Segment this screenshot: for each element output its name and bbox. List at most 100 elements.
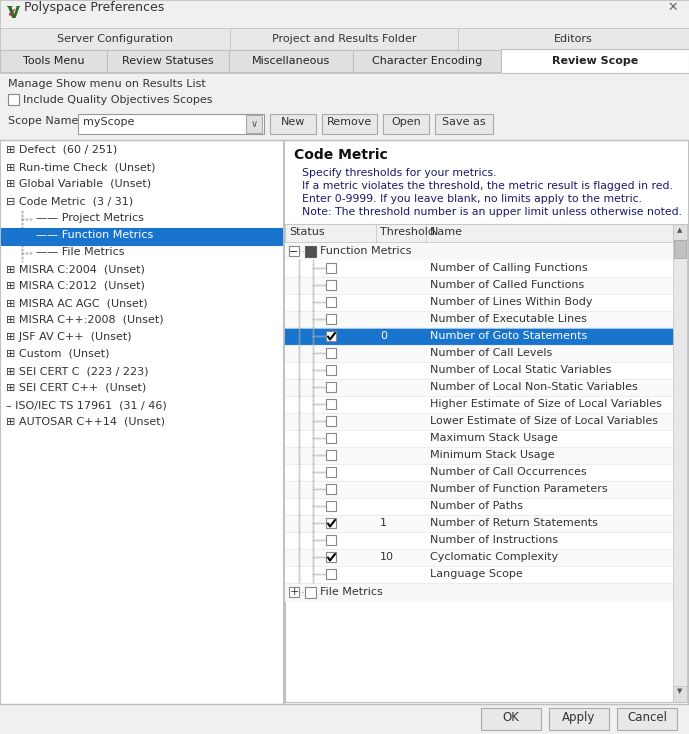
- Bar: [285, 277, 673, 294]
- Bar: [305, 246, 316, 257]
- Text: Review Statuses: Review Statuses: [122, 56, 214, 66]
- Text: Polyspace Preferences: Polyspace Preferences: [24, 1, 164, 13]
- Text: ⊞ JSF AV C++  (Unset): ⊞ JSF AV C++ (Unset): [6, 332, 132, 342]
- Text: OK: OK: [502, 711, 520, 724]
- Text: Number of Local Static Variables: Number of Local Static Variables: [430, 365, 612, 375]
- Text: Number of Lines Within Body: Number of Lines Within Body: [430, 297, 593, 307]
- Text: ⊞ Defect  (60 / 251): ⊞ Defect (60 / 251): [6, 145, 117, 155]
- Bar: [326, 348, 336, 358]
- Bar: [326, 365, 336, 375]
- Text: Number of Call Occurrences: Number of Call Occurrences: [430, 467, 586, 477]
- Bar: [326, 569, 336, 579]
- Bar: [353, 50, 501, 72]
- Text: ✕: ✕: [668, 1, 678, 13]
- Bar: [549, 708, 609, 730]
- Bar: [285, 464, 673, 481]
- Bar: [326, 382, 336, 392]
- Text: Threshold: Threshold: [380, 227, 435, 237]
- Bar: [305, 587, 316, 598]
- Text: ⊟ Code Metric  (3 / 31): ⊟ Code Metric (3 / 31): [6, 196, 133, 206]
- Bar: [285, 224, 673, 242]
- Bar: [0, 50, 107, 72]
- Bar: [326, 501, 336, 511]
- Text: ⊞ MISRA AC AGC  (Unset): ⊞ MISRA AC AGC (Unset): [6, 298, 147, 308]
- Bar: [673, 224, 687, 240]
- Text: ⊞ Run-time Check  (Unset): ⊞ Run-time Check (Unset): [6, 162, 156, 172]
- Text: ✓: ✓: [6, 7, 17, 21]
- Bar: [326, 433, 336, 443]
- Text: ⊞ Global Variable  (Unset): ⊞ Global Variable (Unset): [6, 179, 151, 189]
- Text: Code Metric: Code Metric: [294, 148, 388, 162]
- Text: ⊞ MISRA C:2012  (Unset): ⊞ MISRA C:2012 (Unset): [6, 281, 145, 291]
- Bar: [285, 566, 673, 583]
- Text: —— Project Metrics: —— Project Metrics: [36, 213, 144, 223]
- Text: Higher Estimate of Size of Local Variables: Higher Estimate of Size of Local Variabl…: [430, 399, 662, 409]
- Text: V: V: [8, 7, 20, 21]
- Text: Minimum Stack Usage: Minimum Stack Usage: [430, 450, 555, 460]
- Text: Number of Instructions: Number of Instructions: [430, 535, 558, 545]
- Text: ⊞ MISRA C++:2008  (Unset): ⊞ MISRA C++:2008 (Unset): [6, 315, 163, 325]
- Text: Maximum Stack Usage: Maximum Stack Usage: [430, 433, 558, 443]
- Text: Number of Called Functions: Number of Called Functions: [430, 280, 584, 290]
- Text: Number of Calling Functions: Number of Calling Functions: [430, 263, 588, 273]
- Text: Tools Menu: Tools Menu: [23, 56, 84, 66]
- Text: Note: The threshold number is an upper limit unless otherwise noted.: Note: The threshold number is an upper l…: [302, 207, 682, 217]
- Bar: [285, 379, 673, 396]
- Text: ▲: ▲: [677, 227, 683, 233]
- Bar: [326, 280, 336, 290]
- Bar: [674, 240, 686, 258]
- Text: 1: 1: [380, 518, 387, 528]
- Bar: [285, 345, 673, 362]
- Text: Number of Goto Statements: Number of Goto Statements: [430, 331, 587, 341]
- Bar: [458, 28, 689, 50]
- Text: Specify thresholds for your metrics.: Specify thresholds for your metrics.: [302, 168, 497, 178]
- Text: Lower Estimate of Size of Local Variables: Lower Estimate of Size of Local Variable…: [430, 416, 658, 426]
- Text: New: New: [281, 117, 305, 127]
- Bar: [322, 114, 377, 134]
- Bar: [285, 224, 687, 702]
- Bar: [326, 484, 336, 494]
- Bar: [326, 297, 336, 307]
- Text: – ISO/IEC TS 17961  (31 / 46): – ISO/IEC TS 17961 (31 / 46): [6, 400, 167, 410]
- Text: Enter 0-9999. If you leave blank, no limits apply to the metric.: Enter 0-9999. If you leave blank, no lim…: [302, 194, 642, 204]
- Text: Editors: Editors: [554, 34, 593, 44]
- Bar: [285, 549, 673, 566]
- Bar: [285, 481, 673, 498]
- Bar: [285, 430, 673, 447]
- Text: Server Configuration: Server Configuration: [57, 34, 173, 44]
- Bar: [229, 50, 353, 72]
- Text: Review Scope: Review Scope: [552, 56, 638, 66]
- Bar: [285, 362, 673, 379]
- Bar: [326, 416, 336, 426]
- Bar: [285, 413, 673, 430]
- Text: Remove: Remove: [327, 117, 372, 127]
- Bar: [326, 314, 336, 324]
- Bar: [1, 228, 282, 245]
- Text: Apply: Apply: [562, 711, 596, 724]
- Bar: [326, 467, 336, 477]
- Text: +: +: [289, 587, 299, 597]
- Bar: [326, 399, 336, 409]
- Text: ⊞ AUTOSAR C++14  (Unset): ⊞ AUTOSAR C++14 (Unset): [6, 417, 165, 427]
- Text: Number of Paths: Number of Paths: [430, 501, 523, 511]
- Text: ⊞ Custom  (Unset): ⊞ Custom (Unset): [6, 349, 110, 359]
- Bar: [326, 450, 336, 460]
- Bar: [0, 140, 283, 704]
- Bar: [326, 552, 336, 562]
- Text: Number of Function Parameters: Number of Function Parameters: [430, 484, 608, 494]
- Text: myScope: myScope: [83, 117, 134, 127]
- Bar: [0, 28, 689, 50]
- Text: ⊞ MISRA C:2004  (Unset): ⊞ MISRA C:2004 (Unset): [6, 264, 145, 274]
- Bar: [0, 50, 689, 73]
- Bar: [285, 498, 673, 515]
- Bar: [0, 0, 689, 28]
- Bar: [673, 686, 687, 702]
- Text: Open: Open: [391, 117, 421, 127]
- Bar: [107, 50, 229, 72]
- Text: Manage Show menu on Results List: Manage Show menu on Results List: [8, 79, 206, 89]
- Text: Cyclomatic Complexity: Cyclomatic Complexity: [430, 552, 558, 562]
- Bar: [284, 140, 688, 704]
- Text: Scope Name: Scope Name: [8, 116, 79, 126]
- Text: Include Quality Objectives Scopes: Include Quality Objectives Scopes: [23, 95, 212, 105]
- Text: Miscellaneous: Miscellaneous: [252, 56, 330, 66]
